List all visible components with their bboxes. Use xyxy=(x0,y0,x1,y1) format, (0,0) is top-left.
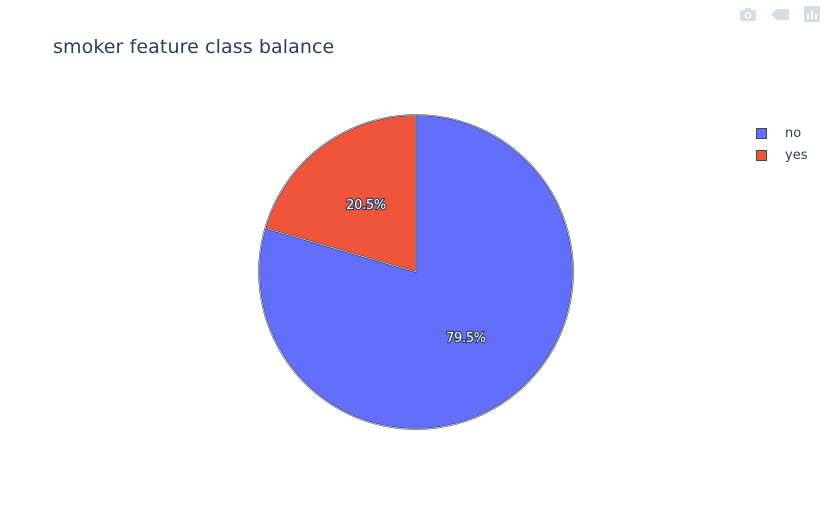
pan-icon xyxy=(771,8,789,20)
pie-slice-edge-no xyxy=(258,114,574,430)
legend-item-yes[interactable]: yes xyxy=(754,144,807,166)
slice-label-no: 79.5% xyxy=(446,331,486,346)
chart-title: smoker feature class balance xyxy=(53,36,335,58)
legend-label-no: no xyxy=(785,125,802,141)
slice-label-yes: 20.5% xyxy=(346,198,386,213)
modebar xyxy=(737,4,823,24)
pan-button[interactable] xyxy=(769,4,791,24)
legend-swatch-yes xyxy=(756,149,767,161)
plotly-logo-icon xyxy=(804,6,820,22)
legend-swatch-no xyxy=(756,127,767,139)
plotly-logo-button[interactable] xyxy=(801,4,823,24)
legend: no yes xyxy=(754,122,807,166)
pie-slice-edge-yes xyxy=(264,114,417,273)
download-plot-button[interactable] xyxy=(737,4,759,24)
legend-label-yes: yes xyxy=(785,147,808,163)
camera-icon xyxy=(740,7,756,21)
legend-item-no[interactable]: no xyxy=(754,122,807,144)
